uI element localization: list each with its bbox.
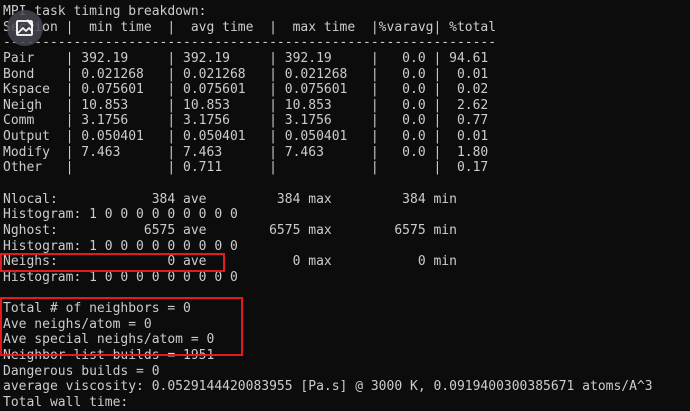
summary-line: Total # of neighbors = 0 (3, 301, 191, 317)
table-row: Output | 0.050401 | 0.050401 | 0.050401 … (3, 129, 489, 145)
stats-line: Nghost: 6575 ave 6575 max 6575 min (3, 222, 457, 238)
blank-line (3, 176, 653, 192)
summary-line: average viscosity: 0.0529144420083955 [P… (3, 379, 653, 395)
image-edit-icon (16, 19, 34, 36)
table-header: Section | min time | avg time | max time… (3, 19, 497, 35)
table-row: Other | | 0.711 | | | 0.17 (3, 160, 489, 176)
stats-line: Neighs: 0 ave 0 max 0 min (3, 254, 457, 270)
table-row: Bond | 0.021268 | 0.021268 | 0.021268 | … (3, 66, 489, 82)
stats-line: Histogram: 1 0 0 0 0 0 0 0 0 0 (3, 207, 238, 223)
summary-line: Dangerous builds = 0 (3, 363, 160, 379)
image-icon[interactable] (7, 10, 43, 46)
table-row: Comm | 3.1756 | 3.1756 | 3.1756 | 0.0 | … (3, 113, 489, 129)
table-row: Modify | 7.463 | 7.463 | 7.463 | 0.0 | 1… (3, 144, 489, 160)
stats-line: Histogram: 1 0 0 0 0 0 0 0 0 0 (3, 238, 238, 254)
table-row: Pair | 392.19 | 392.19 | 392.19 | 0.0 | … (3, 50, 489, 66)
highlight-box-neighs (0, 253, 225, 272)
table-separator: ----------------------------------------… (3, 35, 497, 51)
summary-line: Total wall time: (3, 395, 129, 411)
stats-line: Nlocal: 384 ave 384 max 384 min (3, 191, 457, 207)
summary-line: Ave special neighs/atom = 0 (3, 332, 215, 348)
stats-line: Histogram: 1 0 0 0 0 0 0 0 0 0 (3, 269, 238, 285)
table-row: Neigh | 10.853 | 10.853 | 10.853 | 0.0 |… (3, 97, 489, 113)
highlight-box-neighbor-totals (0, 297, 243, 356)
summary-line: Ave neighs/atom = 0 (3, 316, 152, 332)
title-line: MPI task timing breakdown: (3, 4, 207, 19)
table-row: Kspace | 0.075601 | 0.075601 | 0.075601 … (3, 82, 489, 98)
